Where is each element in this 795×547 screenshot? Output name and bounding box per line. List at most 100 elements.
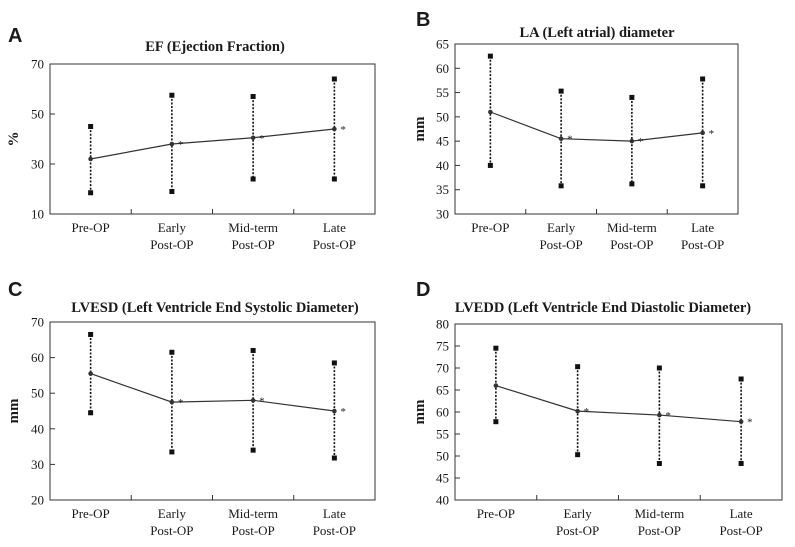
range-max-point [88, 124, 94, 129]
y-tick-label: 50 [31, 107, 44, 122]
y-tick-label: 30 [436, 207, 449, 222]
significance-marker: * [567, 134, 573, 146]
x-tick-label: Pre-OP [471, 220, 509, 235]
panel-title: EF (Ejection Fraction) [145, 39, 285, 55]
mean-point [88, 371, 93, 376]
panel-title: LA (Left atrial) diameter [519, 25, 675, 41]
x-tick-label: Early Post-OP [539, 220, 582, 252]
range-max-point [493, 345, 499, 351]
mean-point [493, 383, 499, 388]
range-max-point [575, 364, 581, 370]
panel-d: D LVEDD (Left Ventricle End Diastolic Dia… [412, 279, 783, 538]
mean-point [332, 126, 337, 132]
mean-point [575, 408, 580, 414]
x-tick-label: Late Post-OP [681, 220, 724, 252]
x-tick-label: Mid-term Post-OP [607, 220, 657, 252]
y-axis-label: mm [6, 398, 22, 423]
plot-frame [49, 63, 376, 215]
range-min-point [88, 410, 94, 416]
range-min-point [558, 183, 564, 189]
mean-point [700, 130, 705, 136]
range-min-point [575, 452, 581, 458]
range-max-point [250, 94, 256, 99]
y-tick-label: 70 [31, 57, 44, 72]
y-tick-label: 60 [31, 350, 44, 365]
x-tick-label: Pre-OP [71, 506, 109, 521]
mean-point [558, 136, 564, 142]
plot-frame [454, 323, 783, 501]
y-axis-label: % [6, 132, 22, 147]
x-tick-label: Pre-OP [477, 506, 515, 521]
y-tick-label: 40 [436, 158, 449, 173]
significance-marker: * [584, 406, 590, 418]
mean-line [90, 128, 335, 160]
x-tick-label: Pre-OP [71, 220, 109, 235]
mean-point [169, 399, 175, 405]
x-tick-label: Mid-term Post-OP [228, 220, 278, 252]
x-tick-label: Late Post-OP [313, 220, 356, 252]
x-tick-label: Mid-term Post-OP [228, 506, 278, 538]
range-min-point [738, 460, 744, 466]
panel-letter: C [8, 279, 22, 301]
mean-point [629, 138, 635, 144]
significance-marker: * [178, 397, 184, 409]
x-tick-label: Early Post-OP [150, 220, 193, 252]
y-tick-label: 35 [436, 182, 449, 197]
y-tick-label: 65 [436, 37, 449, 52]
range-min-point [629, 181, 635, 187]
y-tick-label: 50 [31, 386, 44, 401]
range-max-point [88, 331, 94, 337]
mean-point [88, 156, 93, 162]
y-tick-label: 30 [31, 457, 44, 472]
range-max-point [331, 360, 337, 366]
plot-frame [454, 43, 739, 215]
y-tick-label: 55 [436, 427, 449, 442]
x-tick-label: Early Post-OP [150, 506, 193, 538]
x-tick-label: Late Post-OP [313, 506, 356, 538]
panel-title: LVESD (Left Ventricle End Systolic Diame… [71, 300, 359, 316]
significance-marker: * [638, 136, 644, 148]
significance-marker: * [178, 139, 184, 151]
mean-line [490, 111, 703, 142]
plot-frame [49, 321, 376, 501]
range-min-point [250, 176, 256, 182]
range-max-point [169, 349, 175, 355]
range-min-point [656, 460, 662, 466]
range-max-point [331, 76, 337, 82]
y-tick-label: 40 [436, 493, 449, 508]
significance-marker: * [259, 133, 265, 145]
y-tick-label: 70 [31, 315, 44, 330]
panel-title: LVEDD (Left Ventricle End Diastolic Diam… [455, 300, 751, 316]
mean-point [250, 398, 256, 403]
mean-point [332, 408, 337, 414]
range-min-point [331, 176, 337, 182]
significance-marker: * [340, 406, 346, 418]
y-tick-label: 65 [436, 383, 449, 398]
y-tick-label: 30 [31, 157, 44, 172]
mean-line [495, 385, 742, 423]
mean-point [738, 419, 744, 424]
y-tick-label: 55 [436, 85, 449, 100]
y-tick-label: 50 [436, 449, 449, 464]
range-min-point [169, 189, 175, 194]
x-tick-label: Late Post-OP [719, 506, 762, 538]
range-min-point [700, 183, 706, 189]
significance-marker: * [340, 124, 346, 136]
range-max-point [738, 376, 744, 382]
mean-point [169, 141, 175, 147]
mean-point [250, 135, 256, 141]
range-min-point [88, 190, 94, 196]
range-max-point [487, 53, 493, 59]
y-axis-label: mm [412, 116, 428, 141]
y-tick-label: 70 [436, 361, 449, 376]
significance-marker: * [259, 395, 265, 407]
y-tick-label: 10 [31, 207, 44, 222]
significance-marker: * [709, 128, 715, 140]
significance-marker: * [665, 410, 671, 422]
x-tick-label: Mid-term Post-OP [634, 506, 684, 538]
y-tick-label: 40 [31, 421, 44, 436]
y-tick-label: 45 [436, 471, 449, 486]
panel-letter: A [8, 25, 22, 47]
y-tick-label: 50 [436, 109, 449, 124]
range-max-point [656, 365, 662, 371]
